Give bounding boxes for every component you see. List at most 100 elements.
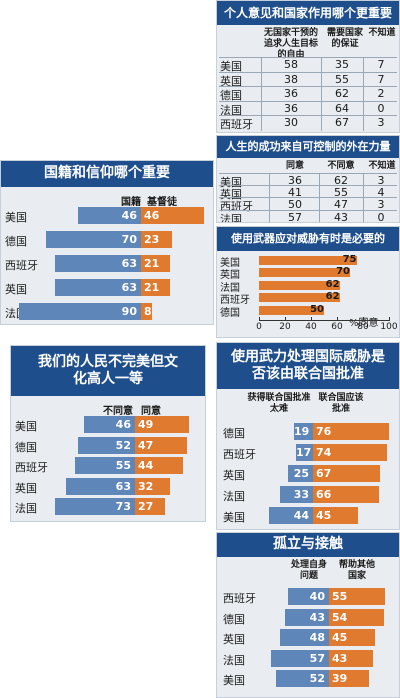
row-label: 法国 [223, 653, 245, 667]
bar-获得联合国批准太难: 33 [280, 486, 313, 503]
table-cell: 67 [335, 116, 349, 130]
bar-同意: 47 [135, 436, 187, 454]
bar-国籍: 46 [78, 207, 141, 224]
row-divider [219, 100, 397, 102]
data-label: 70 [336, 266, 350, 278]
legend-blue: 国籍 [121, 197, 141, 208]
panel-title: 我们的人民不完美但文化高人一等 [11, 346, 205, 396]
bar-不同意: 52 [77, 436, 135, 454]
panel-title: 孤立与接触 [217, 533, 399, 557]
divider [363, 57, 364, 131]
row-label: 德国 [220, 89, 242, 103]
divider [321, 57, 322, 131]
row-label: 美国 [15, 420, 37, 433]
row-divider [219, 197, 397, 199]
bar-联合国应该批准: 74 [313, 444, 387, 461]
bar-国籍: 70 [45, 231, 141, 248]
x-tick-label: 60 [331, 322, 343, 332]
table-cell: 3 [377, 174, 385, 187]
bar-国籍: 90 [18, 303, 141, 320]
table-cell: 3 [377, 116, 385, 130]
bar-value [259, 280, 340, 290]
success-outside-panel: 人生的成功来自可控制的外在力量 同意 不同意 不知道 美国 36 62 3 英国 41 55… [216, 135, 400, 223]
table-cell: 0 [377, 210, 385, 223]
data-label: 75 [342, 254, 357, 265]
row-label: 美国 [223, 511, 245, 524]
data-label: 62 [325, 278, 340, 290]
bar-帮助其他国家: 39 [329, 670, 369, 687]
row-divider [219, 115, 397, 117]
row-label: 德国 [15, 440, 37, 454]
table-cell: 62 [334, 174, 348, 187]
bar-不同意: 63 [65, 477, 135, 495]
x-tick [337, 317, 338, 321]
x-axis [259, 320, 389, 321]
table-cell: 55 [335, 72, 349, 86]
table-cell: 0 [377, 101, 385, 115]
bar-获得联合国批准太难: 44 [269, 507, 313, 524]
x-tick-label: 20 [279, 322, 291, 332]
x-tick-label: 0 [256, 322, 262, 332]
table-cell: 36 [284, 87, 298, 101]
row-divider [219, 173, 397, 174]
bar-基督徒: 21 [141, 255, 170, 272]
table-cell: 36 [284, 101, 298, 115]
row-label: 英国 [220, 270, 240, 282]
row-label: 美国 [5, 211, 27, 224]
column-header: 不同意 [327, 161, 355, 171]
opinion-vs-state-panel: 个人意见和国家作用哪个更重要 无国家干预的追求人生目标的自由 需要国家的保证 不… [216, 0, 400, 133]
table-cell: 4 [377, 186, 385, 200]
row-divider [219, 57, 397, 58]
row-divider [219, 86, 397, 88]
x-tick-label: 80 [357, 322, 369, 332]
column-header: 不知道 [368, 28, 396, 38]
divider [261, 57, 262, 131]
table-cell: 41 [288, 186, 302, 200]
force-necessary-panel: 使用武器应对威胁有时是必要的 %同意 美国 75 英国 70 法国 62 西班牙 62 德国 50… [216, 226, 400, 338]
bar-联合国应该批准: 67 [313, 465, 380, 482]
row-label: 德国 [5, 235, 27, 248]
bar-同意: 44 [135, 457, 184, 474]
bar-联合国应该批准: 66 [313, 486, 379, 503]
legend-blue: 处理自身问题 [290, 560, 327, 581]
bar-获得联合国批准太难: 19 [294, 423, 313, 440]
row-label: 西班牙 [5, 259, 38, 272]
row-label: 英国 [223, 633, 245, 646]
table-cell: 7 [377, 72, 385, 86]
row-divider [219, 71, 397, 73]
bar-获得联合国批准太难: 17 [296, 444, 313, 461]
table-cell: 3 [377, 198, 385, 212]
unit-label: %同意 [349, 318, 379, 329]
row-label: 英国 [15, 481, 37, 495]
bar-帮助其他国家: 45 [329, 629, 375, 646]
x-tick [363, 317, 364, 321]
table-cell: 57 [288, 210, 302, 223]
row-label: 西班牙 [223, 592, 256, 605]
bar-基督徒: 21 [141, 279, 170, 296]
x-tick [311, 317, 312, 321]
bar-不同意: 55 [74, 457, 135, 474]
bar-value [259, 305, 324, 315]
bar-帮助其他国家: 55 [329, 588, 386, 605]
legend-orange: 联合国应该批准 [318, 393, 364, 414]
culture-superior-panel: 我们的人民不完美但文化高人一等 不同意 同意 美国 46 49 德国 52 47 西班牙 55… [10, 345, 206, 522]
table-cell: 7 [377, 58, 385, 71]
x-tick-label: 100 [380, 322, 398, 332]
row-divider [219, 185, 397, 187]
bar-不同意: 73 [54, 498, 135, 515]
row-label: 德国 [223, 612, 245, 626]
table-cell: 62 [335, 87, 349, 101]
column-header: 同意 [285, 161, 304, 171]
row-label: 美国 [223, 674, 245, 687]
table-cell: 47 [334, 198, 348, 212]
bar-获得联合国批准太难: 25 [288, 465, 313, 482]
row-label: 美国 [220, 258, 240, 269]
table-cell: 43 [334, 210, 348, 223]
x-tick [389, 317, 390, 321]
un-approval-panel: 使用武力处理国际威胁是否该由联合国批准 获得联合国批准太难 联合国应该批准 德国… [216, 342, 400, 530]
row-label: 法国 [220, 212, 242, 223]
bar-同意: 27 [135, 498, 165, 515]
data-label: 62 [325, 291, 340, 303]
nationality-religion-panel: 国籍和信仰哪个重要 国籍 基督徒 美国 46 46 德国 70 23 西班牙 63 21 英国 63… [0, 160, 214, 325]
bar-基督徒: 23 [141, 231, 173, 248]
